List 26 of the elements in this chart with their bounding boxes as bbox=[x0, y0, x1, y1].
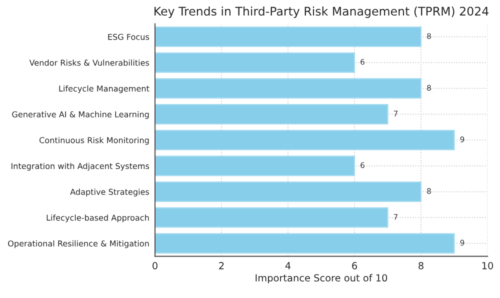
x-tick-label: 10 bbox=[482, 262, 494, 270]
bar bbox=[155, 52, 356, 73]
bar bbox=[155, 156, 356, 176]
y-tick-label: Lifecycle Management bbox=[59, 85, 150, 94]
y-tick-label: Integration with Adjacent Systems bbox=[12, 162, 150, 171]
y-tick-label: Lifecycle-based Approach bbox=[46, 214, 149, 222]
bar bbox=[155, 233, 455, 254]
bar bbox=[155, 181, 422, 202]
x-tick-label: 0 bbox=[152, 262, 158, 270]
x-tick-label: 6 bbox=[352, 262, 357, 270]
y-tick-label: ESG Focus bbox=[108, 34, 150, 40]
y-tick-label: Adaptive Strategies bbox=[70, 188, 150, 196]
y-tick-label: Operational Resilience & Mitigation bbox=[8, 240, 149, 248]
bar bbox=[155, 130, 455, 150]
x-axis-title: Importance Score out of 10 bbox=[256, 274, 388, 284]
x-tick-label: 2 bbox=[219, 262, 224, 270]
bar bbox=[155, 207, 388, 228]
bar bbox=[155, 78, 422, 99]
x-tick-label: 4 bbox=[285, 262, 291, 270]
y-tick-label: Continuous Risk Monitoring bbox=[40, 137, 149, 145]
bar bbox=[155, 104, 388, 124]
bar bbox=[155, 26, 422, 47]
chart-title: Key Trends in Third-Party Risk Management (TPRM) 2024 bbox=[154, 6, 488, 18]
y-tick-label: Generative AI & Machine Learning bbox=[12, 111, 149, 119]
x-tick-label: 8 bbox=[418, 262, 424, 270]
y-tick-label: Vendor Risks & Vulnerabilities bbox=[29, 60, 150, 66]
